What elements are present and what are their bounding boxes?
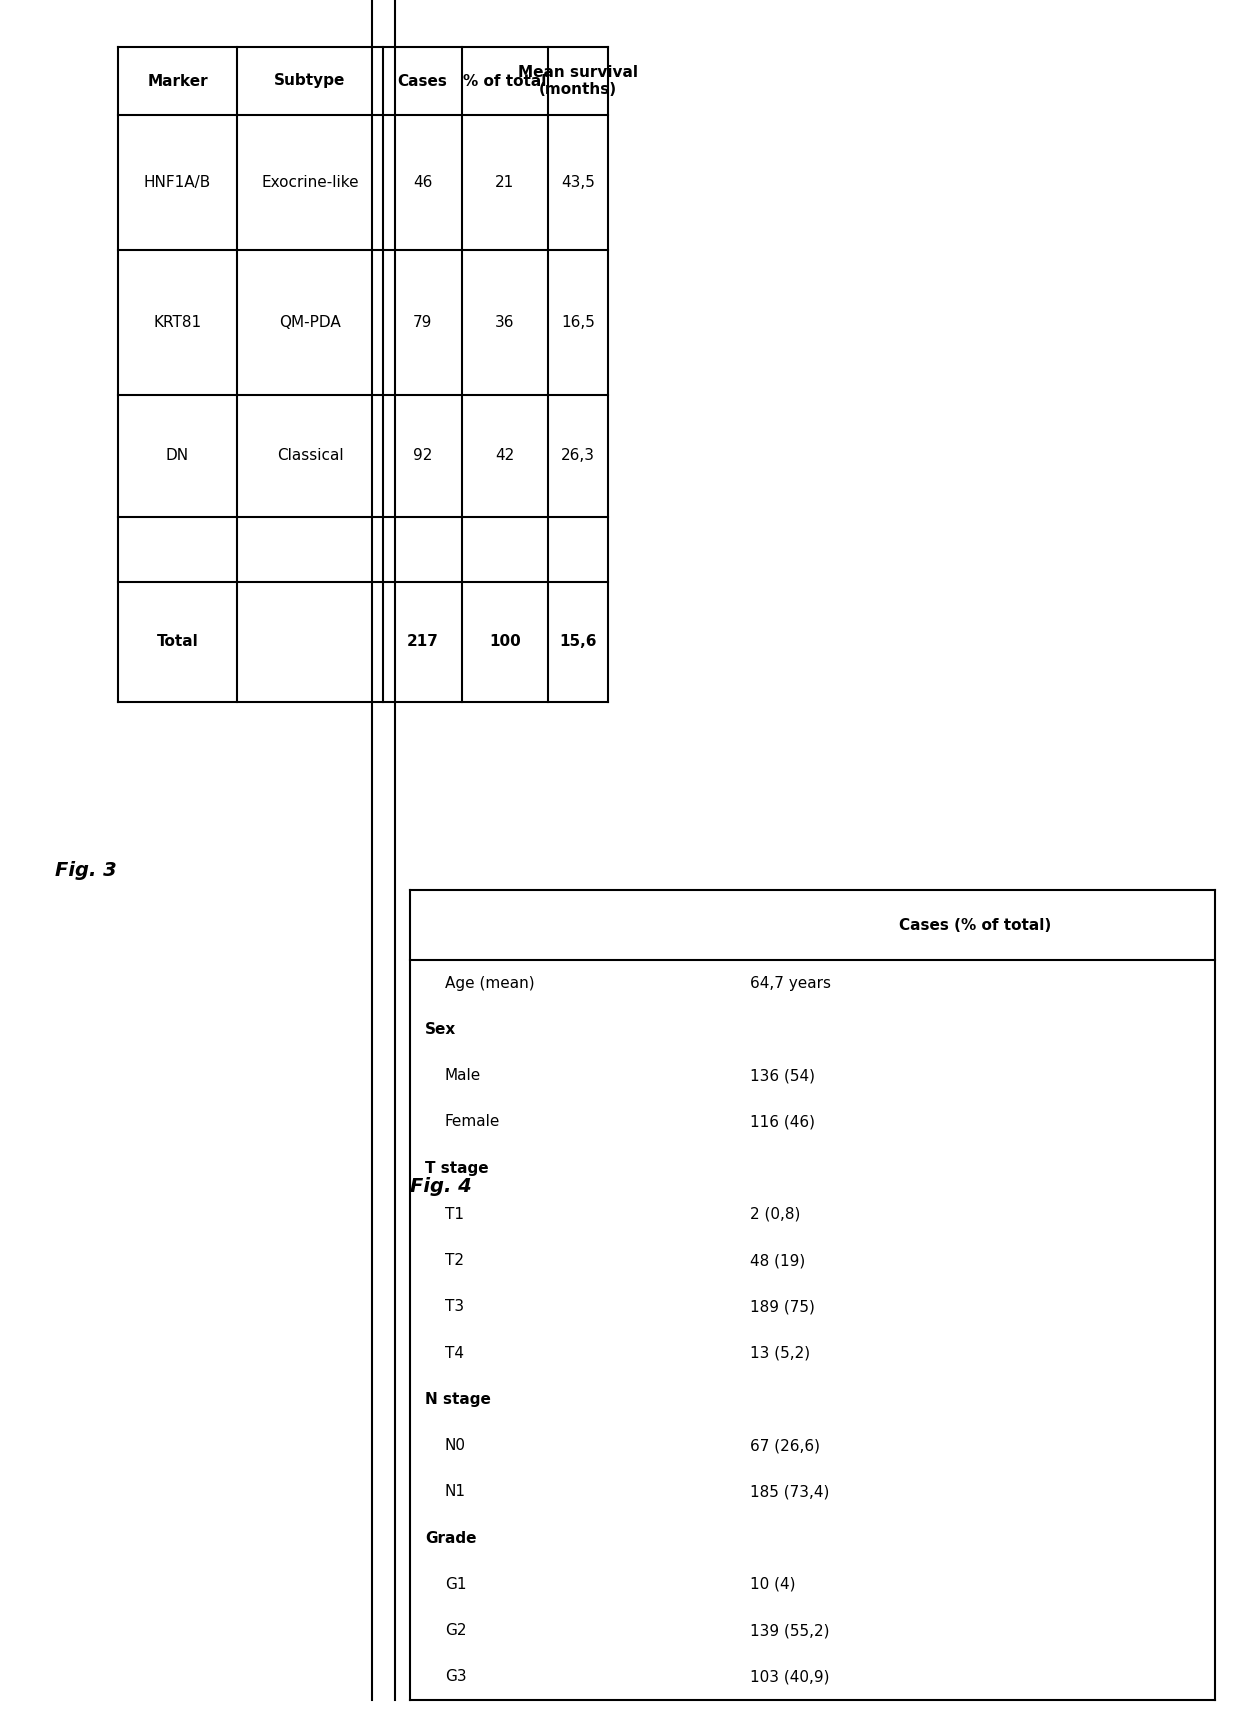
Text: T3: T3	[445, 1299, 464, 1315]
Text: N1: N1	[445, 1484, 466, 1500]
Text: Female: Female	[445, 1114, 501, 1129]
Text: 46: 46	[413, 175, 433, 191]
Text: KRT81: KRT81	[154, 315, 202, 331]
Text: G1: G1	[445, 1576, 466, 1592]
Text: 43,5: 43,5	[560, 175, 595, 191]
Text: T stage: T stage	[425, 1160, 489, 1176]
Text: Age (mean): Age (mean)	[445, 975, 534, 991]
Text: Total: Total	[156, 634, 198, 650]
Text: Classical: Classical	[277, 449, 343, 464]
Text: 36: 36	[495, 315, 515, 331]
Text: 26,3: 26,3	[560, 449, 595, 464]
Text: 100: 100	[489, 634, 521, 650]
Text: 67 (26,6): 67 (26,6)	[750, 1438, 820, 1453]
Text: T2: T2	[445, 1254, 464, 1268]
Text: Sex: Sex	[425, 1022, 456, 1037]
Text: Male: Male	[445, 1069, 481, 1082]
Text: Cases: Cases	[398, 73, 448, 88]
Text: 79: 79	[413, 315, 433, 331]
Text: 116 (46): 116 (46)	[750, 1114, 815, 1129]
Text: Exocrine-like: Exocrine-like	[262, 175, 358, 191]
Text: % of total: % of total	[464, 73, 547, 88]
Text: 15,6: 15,6	[559, 634, 596, 650]
Text: T4: T4	[445, 1346, 464, 1361]
Text: 10 (4): 10 (4)	[750, 1576, 796, 1592]
Text: Subtype: Subtype	[274, 73, 346, 88]
Text: N0: N0	[445, 1438, 466, 1453]
Text: 21: 21	[495, 175, 515, 191]
Text: Grade: Grade	[425, 1531, 476, 1545]
Text: T1: T1	[445, 1207, 464, 1221]
Text: QM-PDA: QM-PDA	[279, 315, 341, 331]
Text: 92: 92	[413, 449, 433, 464]
Text: N stage: N stage	[425, 1393, 491, 1406]
Text: 139 (55,2): 139 (55,2)	[750, 1623, 830, 1638]
Text: 42: 42	[495, 449, 515, 464]
Text: 48 (19): 48 (19)	[750, 1254, 805, 1268]
Text: HNF1A/B: HNF1A/B	[144, 175, 211, 191]
Text: Marker: Marker	[148, 73, 208, 88]
Text: Cases (% of total): Cases (% of total)	[899, 918, 1052, 932]
Text: 13 (5,2): 13 (5,2)	[750, 1346, 810, 1361]
Text: G2: G2	[445, 1623, 466, 1638]
Text: Mean survival
(months): Mean survival (months)	[518, 64, 639, 97]
Text: Fig. 4: Fig. 4	[410, 1178, 471, 1197]
Text: 136 (54): 136 (54)	[750, 1069, 815, 1082]
Text: 189 (75): 189 (75)	[750, 1299, 815, 1315]
Text: 185 (73,4): 185 (73,4)	[750, 1484, 830, 1500]
Text: 64,7 years: 64,7 years	[750, 975, 831, 991]
Text: Fig. 3: Fig. 3	[55, 861, 117, 880]
Text: 2 (0,8): 2 (0,8)	[750, 1207, 800, 1221]
Text: G3: G3	[445, 1670, 466, 1685]
Text: 16,5: 16,5	[560, 315, 595, 331]
Text: 217: 217	[407, 634, 439, 650]
Text: DN: DN	[166, 449, 188, 464]
Text: 103 (40,9): 103 (40,9)	[750, 1670, 830, 1685]
